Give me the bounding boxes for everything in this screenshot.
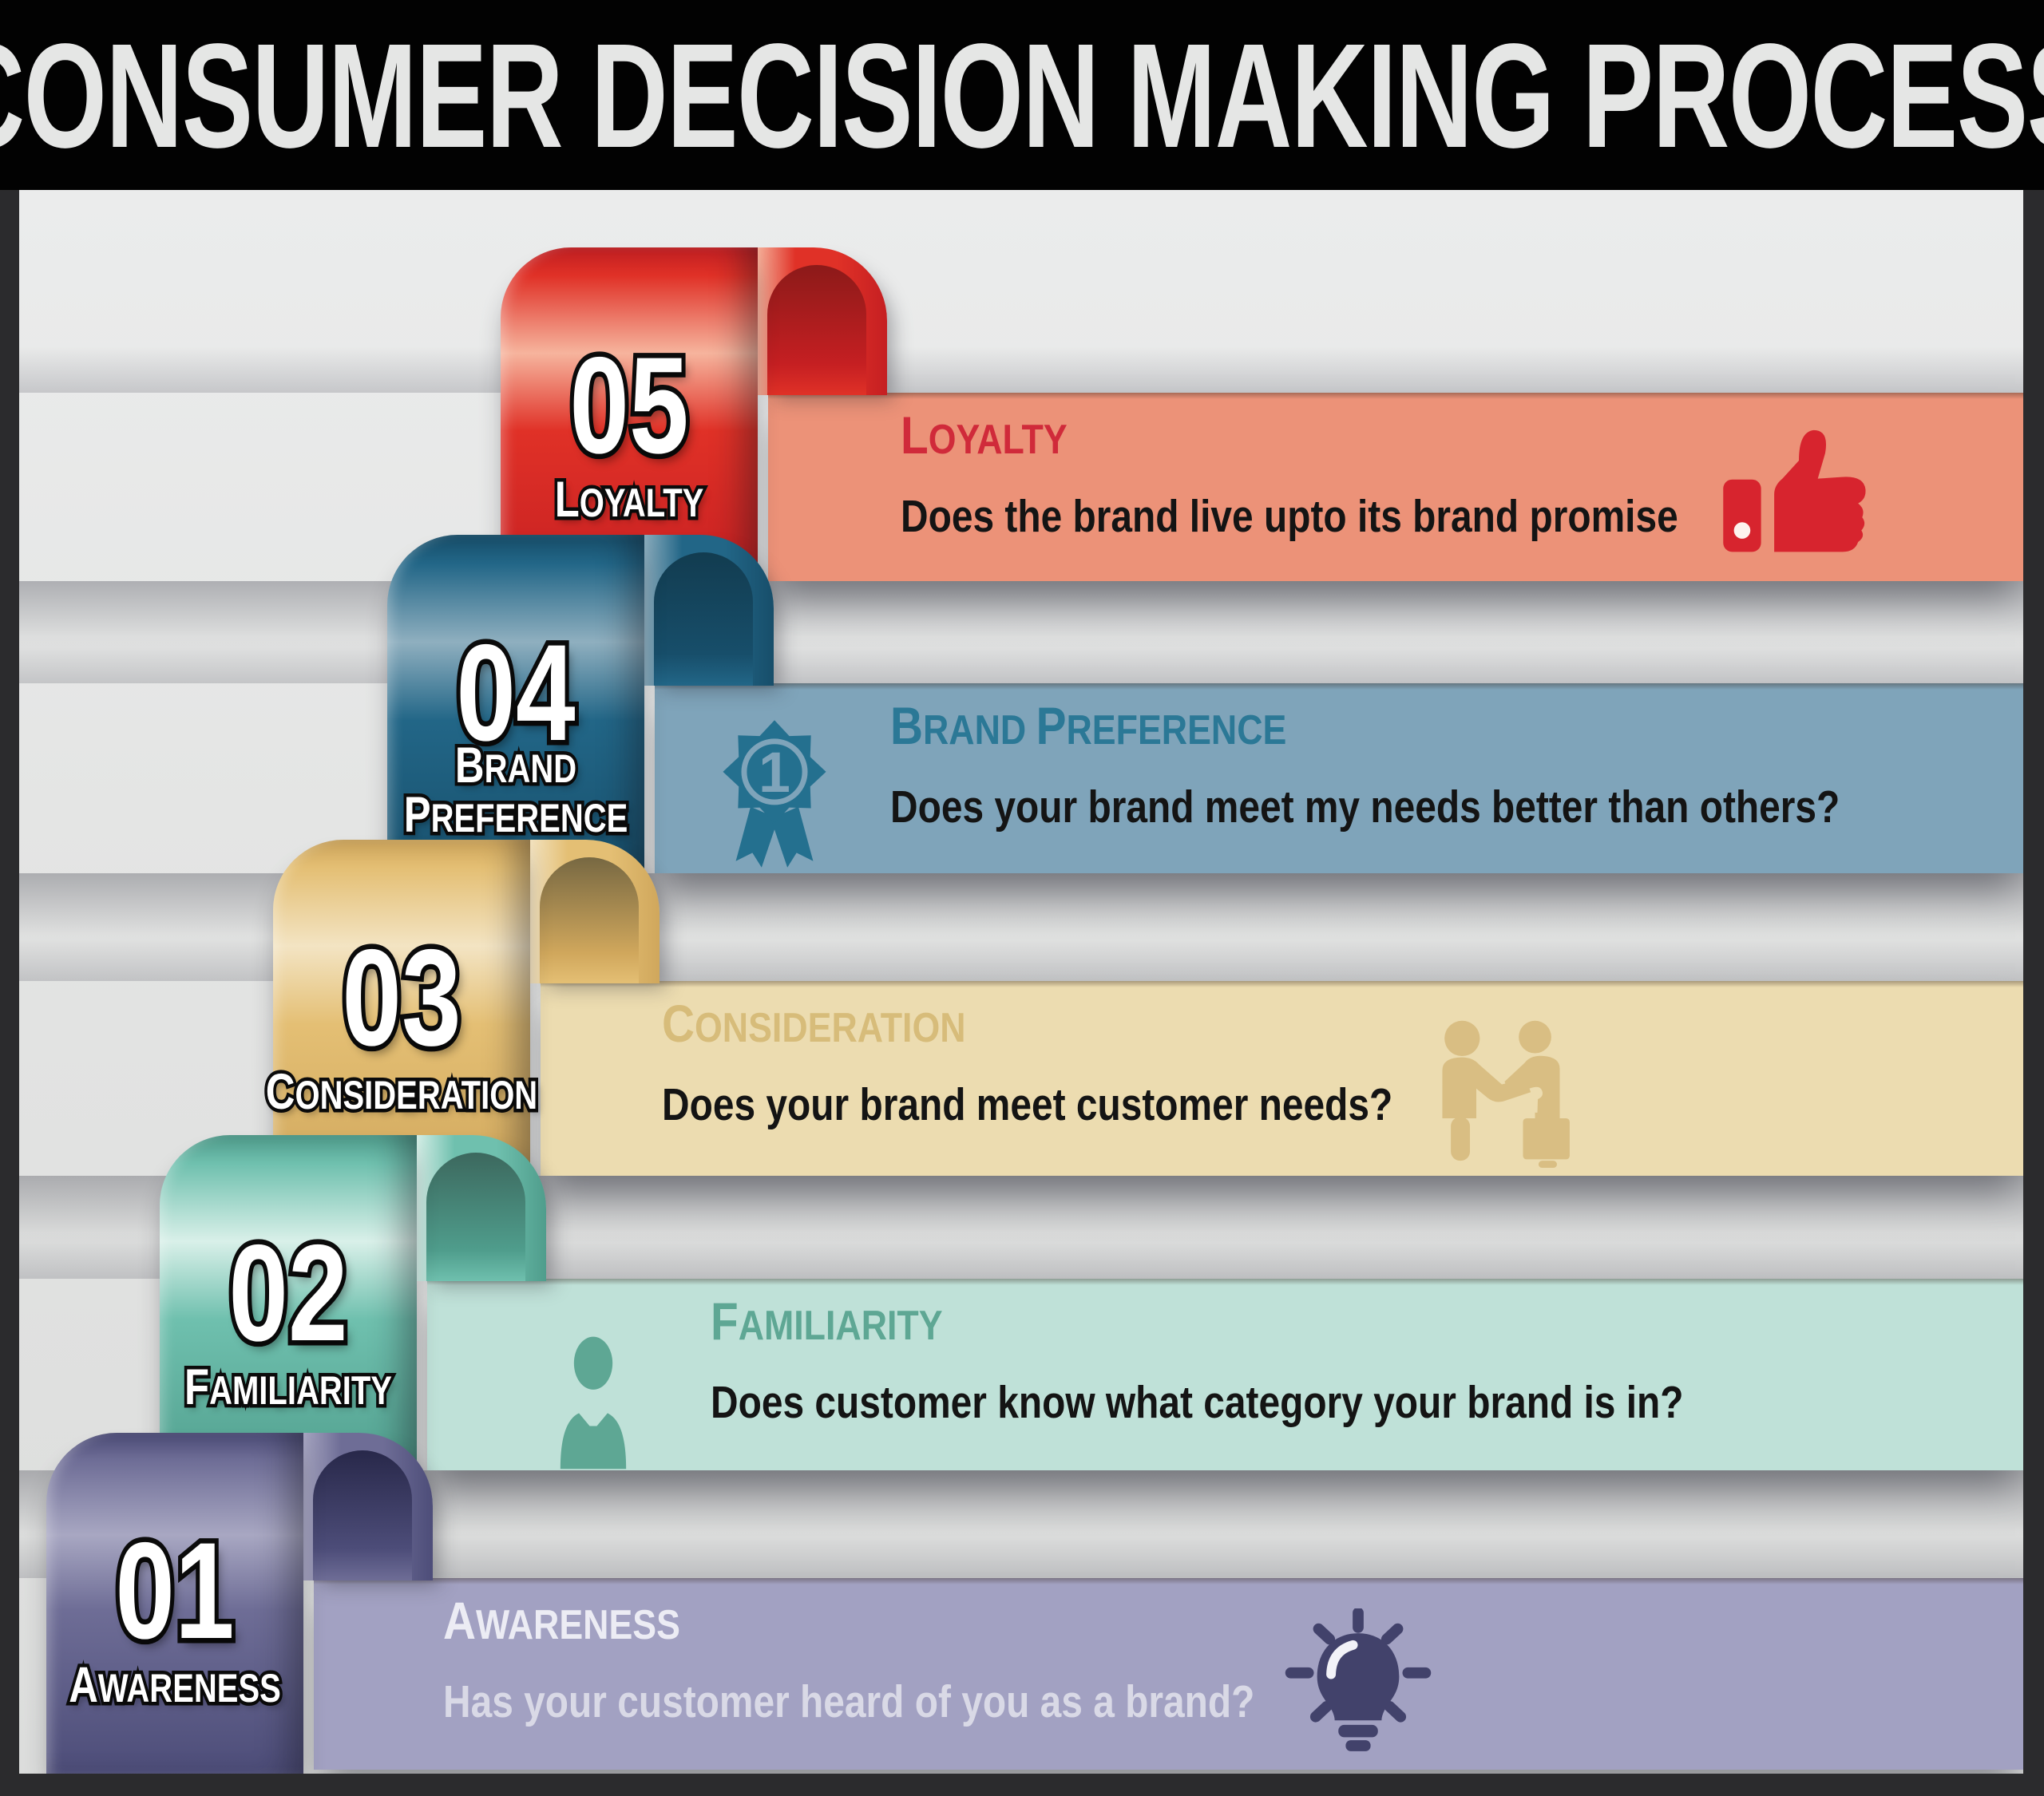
familiarity-banner-description: Does customer know what category your br…	[711, 1377, 1684, 1428]
step-number: 04	[452, 612, 579, 773]
handshake-icon	[1427, 1018, 1575, 1169]
shadow-band	[19, 581, 2023, 657]
frame-bottom	[0, 1774, 2044, 1796]
loyalty-tab-label: Loyalty	[552, 471, 707, 529]
ribbon-fold	[415, 1135, 546, 1281]
ribbon-fold	[302, 1433, 433, 1580]
consideration-banner: Consideration Does your brand meet custo…	[541, 981, 2023, 1176]
lightbulb-icon	[1280, 1608, 1436, 1758]
loyalty-banner-description: Does the brand live upto its brand promi…	[901, 491, 1678, 542]
awareness-banner-description: Has your customer heard of you as a bran…	[443, 1676, 1255, 1727]
familiarity-banner: Familiarity Does customer know what cate…	[427, 1279, 2023, 1470]
frame-left	[0, 190, 19, 1796]
shadow-band	[19, 346, 2023, 393]
awareness-tab: 01 Awareness	[46, 1433, 303, 1774]
step-number: 01	[111, 1510, 238, 1671]
brand-preference-banner-title: Brand Preference	[890, 696, 1287, 755]
familiarity-banner-title: Familiarity	[711, 1292, 943, 1351]
step-number: 02	[224, 1212, 351, 1374]
consideration-banner-description: Does your brand meet customer needs?	[662, 1079, 1393, 1130]
consideration-banner-title: Consideration	[662, 994, 966, 1053]
ribbon-fold	[756, 247, 887, 395]
brand-preference-tab: 04 Brand Preference	[387, 535, 644, 892]
brand-preference-banner-description: Does your brand meet my needs better tha…	[890, 781, 1840, 833]
thumbs-up-icon	[1717, 413, 1881, 562]
awareness-tab-label: Awareness	[66, 1656, 284, 1715]
frame-right	[2023, 190, 2044, 1796]
ribbon-fold	[529, 840, 660, 983]
title-bar: Consumer Decision Making Process	[0, 0, 2044, 190]
familiarity-tab-label: Familiarity	[181, 1359, 394, 1417]
person-icon	[537, 1335, 649, 1470]
loyalty-banner: Loyalty Does the brand live upto its bra…	[768, 393, 2023, 581]
consideration-tab-label: Consideration	[263, 1063, 541, 1122]
brand-preference-banner: Brand Preference Does your brand meet my…	[655, 683, 2023, 873]
medal-icon: 1	[715, 718, 834, 875]
page-title: Consumer Decision Making Process	[0, 14, 2044, 179]
step-number: 03	[338, 917, 465, 1078]
awareness-banner: Awareness Has your customer heard of you…	[314, 1578, 2023, 1770]
svg-text:1: 1	[759, 741, 790, 805]
familiarity-tab: 02 Familiarity	[160, 1135, 417, 1489]
loyalty-banner-title: Loyalty	[901, 405, 1068, 465]
awareness-banner-title: Awareness	[443, 1591, 680, 1650]
brand-preference-tab-label: Brand Preference	[401, 737, 631, 845]
step-number: 05	[565, 325, 692, 486]
shadow-band	[19, 637, 2023, 683]
ribbon-fold	[643, 535, 774, 686]
